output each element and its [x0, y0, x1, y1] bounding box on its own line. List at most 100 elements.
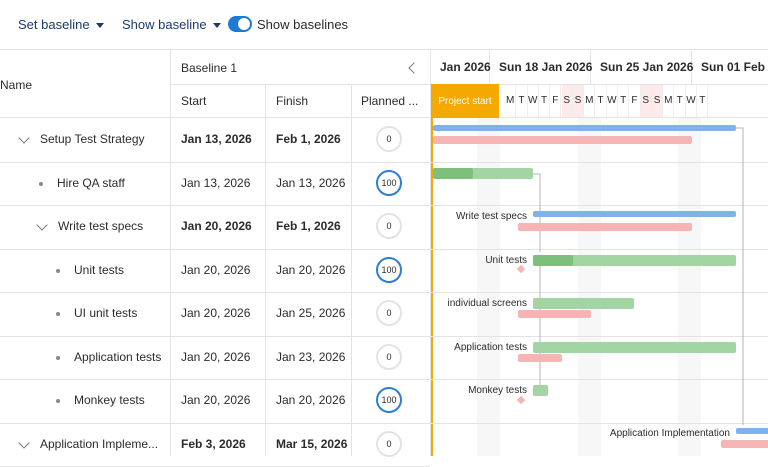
row-divider — [0, 161, 430, 163]
project-start-marker[interactable]: Project start — [431, 84, 499, 118]
row-divider — [0, 335, 430, 337]
row-divider — [0, 248, 430, 250]
dependency-line — [736, 127, 744, 425]
baseline-bar[interactable] — [518, 310, 591, 318]
task-bar[interactable] — [533, 298, 634, 309]
grid-divider — [351, 84, 352, 456]
grid-divider — [170, 50, 171, 456]
task-grid: Name Baseline 1 Start Finish Planned ...… — [0, 50, 430, 467]
timeline-day: T — [618, 84, 630, 118]
timeline-day: S — [640, 84, 652, 118]
bullet-icon — [56, 399, 60, 403]
timeline-divider — [431, 117, 768, 118]
timeline-week: Jan 2026 — [431, 50, 491, 84]
task-name[interactable]: Write test specs — [58, 219, 144, 233]
weekend-column — [477, 118, 500, 456]
column-header-finish[interactable]: Finish — [276, 94, 309, 108]
task-bar[interactable] — [533, 255, 736, 266]
gantt-row-divider — [431, 379, 768, 380]
chevron-down-icon[interactable] — [18, 436, 30, 449]
column-header-planned[interactable]: Planned ... — [361, 94, 419, 108]
timeline-day: F — [550, 84, 562, 118]
timeline-day: W — [607, 84, 618, 118]
task-progress[interactable] — [533, 255, 573, 266]
show-baseline-label: Show baseline — [122, 17, 207, 32]
column-header-start[interactable]: Start — [181, 94, 207, 108]
task-bar-label: individual screens — [447, 298, 528, 309]
timeline-divider — [431, 84, 768, 85]
task-bar[interactable] — [533, 385, 548, 396]
planned-progress: 0 — [376, 343, 402, 370]
show-baselines-toggle[interactable] — [228, 16, 252, 32]
toolbar: Set baseline Show baseline Show baseline… — [0, 0, 768, 50]
task-finish: Jan 25, 2026 — [276, 306, 346, 320]
planned-progress: 0 — [376, 213, 402, 239]
gantt-row-divider — [431, 422, 768, 424]
grid-divider — [170, 84, 430, 85]
task-start: Jan 13, 2026 — [181, 175, 251, 190]
baseline-bar[interactable] — [518, 354, 562, 362]
timeline-day: S — [561, 84, 573, 118]
gantt-row-divider — [431, 248, 768, 250]
timeline-day: T — [539, 84, 551, 118]
timeline-week: Sun 18 Jan 2026 — [490, 50, 592, 84]
task-finish: Feb 1, 2026 — [276, 219, 341, 233]
row-divider — [0, 422, 430, 424]
column-header-name[interactable]: Name — [0, 78, 33, 92]
task-name[interactable]: Unit tests — [74, 262, 125, 277]
timeline-day: M — [505, 84, 517, 118]
task-bar[interactable] — [433, 168, 533, 179]
task-start: Jan 20, 2026 — [181, 349, 251, 364]
task-bar[interactable] — [533, 342, 736, 353]
gantt-row-divider — [431, 205, 768, 206]
show-baseline-button[interactable]: Show baseline — [122, 17, 221, 32]
task-name[interactable]: Monkey tests — [74, 393, 145, 407]
summary-bar[interactable] — [533, 211, 736, 217]
chevron-down-icon[interactable] — [36, 219, 48, 231]
planned-progress: 100 — [376, 169, 402, 196]
column-header-baseline[interactable]: Baseline 1 — [181, 61, 238, 75]
task-progress[interactable] — [433, 168, 473, 179]
planned-progress: 100 — [376, 387, 402, 413]
task-name[interactable]: Hire QA staff — [57, 175, 125, 190]
task-name[interactable]: Application tests — [74, 349, 162, 364]
task-name[interactable]: UI unit tests — [74, 306, 138, 320]
task-bar-label: Application tests — [454, 342, 527, 353]
weekend-column — [678, 118, 701, 456]
timeline-week: Sun 25 Jan 2026 — [591, 50, 693, 84]
task-finish: Jan 20, 2026 — [276, 393, 346, 407]
caret-down-icon — [212, 22, 221, 28]
bullet-icon — [56, 312, 60, 316]
task-name[interactable]: Setup Test Strategy — [40, 132, 145, 146]
timeline-day: S — [572, 84, 585, 118]
task-start: Jan 20, 2026 — [181, 219, 252, 233]
row-divider — [0, 379, 430, 380]
timeline-day: W — [528, 84, 539, 118]
timeline-day: S — [651, 84, 664, 118]
gantt-row-divider — [431, 292, 768, 293]
planned-progress: 0 — [376, 430, 402, 457]
set-baseline-button[interactable]: Set baseline — [18, 17, 104, 32]
task-finish: Mar 15, 2026 — [276, 436, 348, 451]
planned-progress: 0 — [376, 126, 402, 152]
baseline-bar[interactable] — [433, 136, 692, 144]
task-name[interactable]: Application Impleme... — [40, 436, 159, 451]
bullet-icon — [39, 181, 43, 186]
task-start: Jan 20, 2026 — [181, 393, 251, 407]
baseline-bar[interactable] — [518, 223, 692, 231]
planned-progress: 100 — [376, 256, 402, 283]
summary-bar[interactable] — [736, 428, 768, 434]
baseline-bar[interactable] — [721, 440, 768, 448]
gantt-row-divider — [431, 335, 768, 337]
timeline-day: T — [516, 84, 528, 118]
chevron-down-icon[interactable] — [18, 132, 30, 144]
row-divider — [0, 292, 430, 293]
project-start-line — [431, 118, 433, 456]
weekend-column — [578, 118, 601, 456]
task-bar-label: Monkey tests — [468, 385, 527, 396]
gantt-row-divider — [431, 161, 768, 163]
task-bar-label: Application Implementation — [609, 428, 730, 439]
collapse-left-icon[interactable] — [408, 62, 420, 74]
summary-bar[interactable] — [433, 125, 736, 131]
task-finish: Jan 20, 2026 — [276, 262, 346, 277]
